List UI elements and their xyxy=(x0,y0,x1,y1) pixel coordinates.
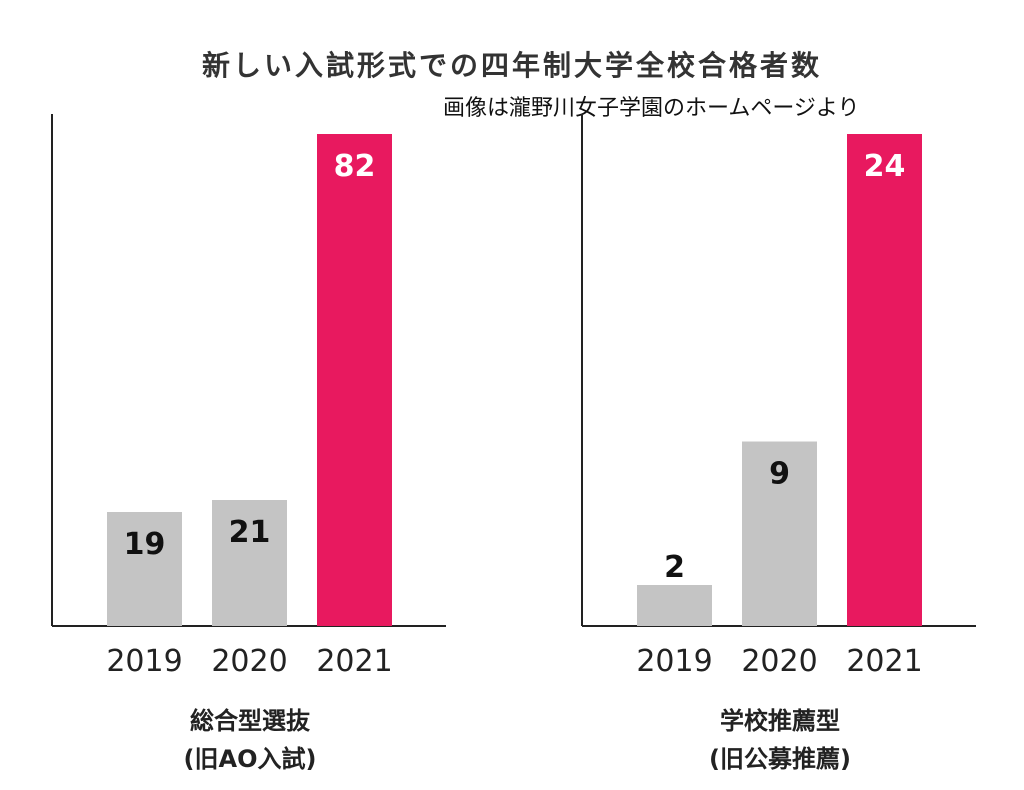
data-label-2019: 19 xyxy=(124,527,166,562)
data-label-2019: 2 xyxy=(664,550,685,585)
x-tick-label-2021: 2021 xyxy=(846,644,922,679)
bar-2019 xyxy=(107,512,182,626)
bar-2021 xyxy=(317,134,392,626)
data-label-2021: 24 xyxy=(864,149,906,184)
image-credit: 画像は瀧野川女子学園のホームページより xyxy=(443,96,860,121)
data-label-2020: 9 xyxy=(769,457,790,492)
bar-2020 xyxy=(212,500,287,626)
chart-title: 総合型選抜 xyxy=(190,707,310,735)
chart-title: 学校推薦型 xyxy=(720,707,840,735)
chart-sougou: 19 2019 21 2020 82 2021 xyxy=(51,114,446,679)
chart-subtitle: (旧公募推薦) xyxy=(709,745,851,773)
bar-2020 xyxy=(742,441,817,626)
chart-caption-sougou: 総合型選抜 (旧AO入試) xyxy=(100,702,400,778)
data-label-2021: 82 xyxy=(334,149,376,184)
page-title: 新しい入試形式での四年制大学全校合格者数 xyxy=(201,49,822,82)
x-tick-label-2020: 2020 xyxy=(741,644,817,679)
data-label-2020: 21 xyxy=(229,515,271,550)
chart-suisen: 2 2019 9 2020 24 2021 xyxy=(581,114,976,679)
x-tick-label-2019: 2019 xyxy=(106,644,182,679)
bar-2019 xyxy=(637,585,712,626)
x-tick-label-2020: 2020 xyxy=(211,644,287,679)
x-tick-label-2019: 2019 xyxy=(636,644,712,679)
chart-caption-suisen: 学校推薦型 (旧公募推薦) xyxy=(630,702,930,778)
x-tick-label-2021: 2021 xyxy=(316,644,392,679)
chart-subtitle: (旧AO入試) xyxy=(183,745,317,773)
bar-2021 xyxy=(847,134,922,626)
